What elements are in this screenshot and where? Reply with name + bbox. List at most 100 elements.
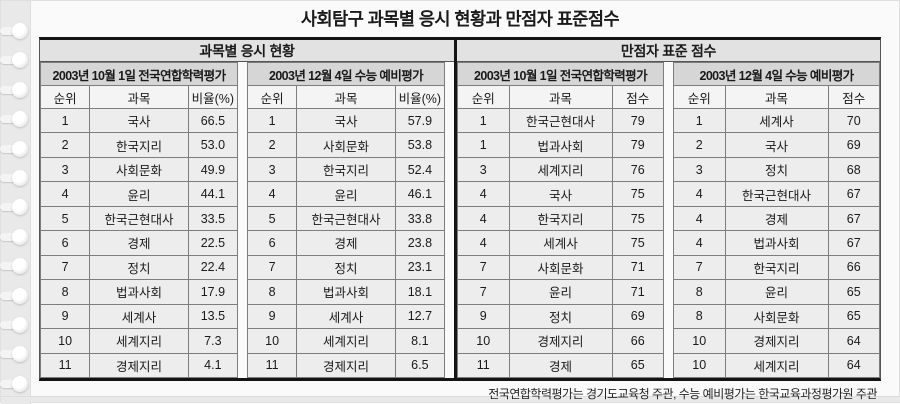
subtable-dec-scores: 2003년 12월 4일 수능 예비평가 순위 과목 점수 1 세계사 70: [673, 62, 880, 379]
rank-cell: 10: [673, 352, 726, 379]
value-cell: 65: [827, 279, 880, 305]
binding-ring-icon: [0, 81, 28, 99]
subtable-title: 2003년 10월 1일 전국연합학력평가: [40, 62, 238, 86]
table-row: 8 사회문화 65: [673, 303, 880, 330]
data-table: 과목별 응시 현황 2003년 10월 1일 전국연합학력평가 순위 과목 비율…: [39, 37, 881, 381]
value-cell: 44.1: [187, 181, 239, 207]
value-cell: 69: [611, 303, 664, 330]
rank-cell: 4: [246, 181, 298, 207]
subject-cell: 법과사회: [508, 132, 613, 158]
value-cell: 67: [827, 205, 880, 232]
value-cell: 75: [611, 181, 664, 207]
value-cell: 67: [827, 181, 880, 207]
subject-cell: 경제지리: [508, 328, 613, 354]
binding-ring-icon: [0, 23, 28, 40]
value-cell: 64: [827, 352, 880, 379]
subject-cell: 정치: [724, 156, 829, 183]
binding-ring-icon: [0, 140, 28, 158]
table-row: 7 정치 22.4: [39, 254, 239, 281]
section-perfect-score: 만점자 표준 점수 2003년 10월 1일 전국연합학력평가 순위 과목 점수: [454, 40, 880, 379]
subtable-group: 2003년 10월 1일 전국연합학력평가 순위 과목 비율(%) 1 국사 6…: [39, 62, 454, 379]
table-row: 11 경제 65: [457, 352, 664, 379]
table-row: 8 법과사회 17.9: [39, 279, 239, 305]
column-header-subject: 과목: [508, 85, 613, 109]
subject-cell: 사회문화: [724, 303, 829, 330]
subject-cell: 경제지리: [724, 328, 829, 354]
section-exam-participation: 과목별 응시 현황 2003년 10월 1일 전국연합학력평가 순위 과목 비율…: [39, 40, 454, 379]
value-cell: 52.4: [394, 156, 446, 183]
section-header: 만점자 표준 점수: [457, 40, 880, 62]
value-cell: 57.9: [394, 107, 446, 134]
column-header-rank: 순위: [673, 85, 726, 109]
rank-cell: 2: [246, 132, 298, 158]
rank-cell: 6: [39, 230, 91, 256]
table-row: 4 윤리 44.1: [39, 181, 239, 207]
subject-cell: 한국근현대사: [296, 205, 396, 232]
rank-cell: 7: [39, 254, 91, 281]
rank-cell: 9: [457, 303, 510, 330]
rank-cell: 11: [246, 352, 298, 379]
table-row: 4 법과사회 67: [673, 230, 880, 256]
rank-cell: 4: [673, 205, 726, 232]
rank-cell: 3: [457, 156, 510, 183]
table-row: 8 윤리 65: [673, 279, 880, 305]
rank-cell: 7: [673, 254, 726, 281]
table-row: 4 국사 75: [457, 181, 664, 207]
rank-cell: 4: [457, 181, 510, 207]
rank-cell: 4: [673, 230, 726, 256]
binding-ring-icon: [0, 258, 28, 275]
value-cell: 79: [611, 132, 664, 158]
rank-cell: 9: [39, 303, 91, 330]
rank-cell: 9: [246, 303, 298, 330]
value-cell: 22.4: [187, 254, 239, 281]
table-row: 10 세계지리 7.3: [39, 328, 239, 354]
table-row: 2 한국지리 53.0: [39, 132, 239, 158]
table-row: 8 법과사회 18.1: [246, 279, 446, 305]
table-row: 10 경제지리 66: [457, 328, 664, 354]
subtable-title: 2003년 10월 1일 전국연합학력평가: [457, 62, 664, 86]
value-cell: 13.5: [187, 303, 239, 330]
subject-cell: 국사: [296, 107, 396, 134]
subtable-group: 2003년 10월 1일 전국연합학력평가 순위 과목 점수 1 한국근현대사 …: [457, 62, 880, 379]
rank-cell: 10: [246, 328, 298, 354]
table-row: 9 세계사 13.5: [39, 303, 239, 330]
subject-cell: 경제: [724, 205, 829, 232]
table-row: 1 법과사회 79: [457, 132, 664, 158]
rank-cell: 3: [673, 156, 726, 183]
binding-ring-icon: [0, 228, 28, 246]
rank-cell: 1: [39, 107, 91, 134]
value-cell: 76: [611, 156, 664, 183]
subject-cell: 국사: [89, 107, 189, 134]
rank-cell: 4: [457, 205, 510, 232]
value-cell: 75: [611, 205, 664, 232]
value-cell: 71: [611, 279, 664, 305]
table-row: 3 세계지리 76: [457, 156, 664, 183]
value-cell: 66: [611, 328, 664, 354]
rank-cell: 7: [457, 254, 510, 281]
table-row: 10 세계지리 64: [673, 352, 880, 379]
value-cell: 7.3: [187, 328, 239, 354]
rank-cell: 7: [246, 254, 298, 281]
value-cell: 33.8: [394, 205, 446, 232]
source-footnote: 전국연합학력평가는 경기도교육청 주관, 수능 예비평가는 한국교육과정평가원 …: [488, 387, 877, 401]
value-cell: 70: [827, 107, 880, 134]
column-header-ratio: 비율(%): [394, 85, 446, 109]
rank-cell: 1: [457, 132, 510, 158]
subject-cell: 경제지리: [89, 352, 189, 379]
value-cell: 22.5: [187, 230, 239, 256]
rank-cell: 5: [246, 205, 298, 232]
table-row: 10 세계지리 8.1: [246, 328, 446, 354]
subject-cell: 한국지리: [89, 132, 189, 158]
subject-cell: 법과사회: [724, 230, 829, 256]
value-cell: 12.7: [394, 303, 446, 330]
binding-ring-icon: [0, 170, 28, 187]
binding-ring-icon: [0, 317, 28, 334]
value-cell: 6.5: [394, 352, 446, 379]
value-cell: 49.9: [187, 156, 239, 183]
rank-cell: 6: [246, 230, 298, 256]
subject-cell: 한국지리: [724, 254, 829, 281]
subject-cell: 세계사: [508, 230, 613, 256]
paper-bottom-edge: [1, 396, 900, 402]
subject-cell: 사회문화: [508, 254, 613, 281]
